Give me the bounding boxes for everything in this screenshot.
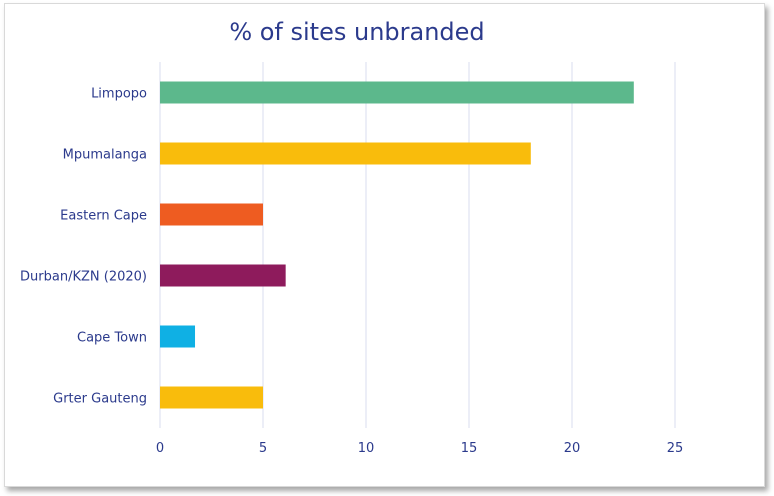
x-tick-label: 0 — [156, 441, 164, 456]
bar — [160, 81, 634, 104]
category-label: Mpumalanga — [63, 148, 147, 163]
bar — [160, 264, 286, 287]
x-tick-label: 10 — [358, 441, 375, 456]
x-tick-label: 5 — [259, 441, 267, 456]
bar — [160, 203, 263, 226]
x-tick-label: 20 — [564, 441, 581, 456]
category-label: Eastern Cape — [60, 209, 147, 224]
category-labels: Limpopo Mpumalanga Eastern Cape Durban/KZN … — [20, 87, 147, 407]
category-label: Durban/KZN (2020) — [20, 270, 147, 285]
category-label: Grter Gauteng — [53, 392, 147, 407]
bar-layer — [160, 81, 634, 409]
chart-title: % of sites unbranded — [229, 18, 484, 46]
x-tick-label: 25 — [667, 441, 684, 456]
bar — [160, 142, 531, 165]
bar — [160, 386, 263, 409]
x-axis-tick-labels: 0 5 10 15 20 25 — [156, 441, 683, 456]
category-label: Cape Town — [77, 331, 147, 346]
bar — [160, 325, 196, 348]
x-tick-label: 15 — [461, 441, 478, 456]
grid-layer — [159, 62, 676, 428]
category-label: Limpopo — [91, 87, 147, 102]
